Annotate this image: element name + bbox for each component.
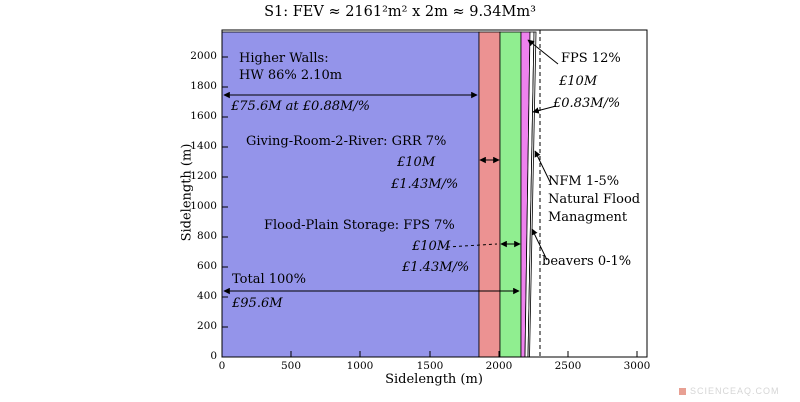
nfm-pointer-arrow <box>534 150 552 185</box>
total-label: Total 100% <box>232 272 306 287</box>
grr-cost-label: £10M <box>397 155 436 170</box>
y-tick-label: 600 <box>196 260 217 272</box>
band-flood-plain-storage <box>499 31 522 358</box>
y-tick-label: 800 <box>196 230 217 242</box>
fps12-rate-label: £0.83M/% <box>553 96 621 111</box>
fps12-pointer-arrow <box>527 39 559 65</box>
total-cost-label: £95.6M <box>232 296 283 311</box>
beavers-label: beavers 0-1% <box>542 254 632 269</box>
y-tick-label: 0 <box>210 350 217 362</box>
y-tick-label: 1200 <box>190 170 217 182</box>
x-axis-ticks <box>221 351 638 357</box>
higher-walls-label-line1: Higher Walls: <box>239 51 329 66</box>
y-tick-label: 1800 <box>190 80 217 92</box>
higher-walls-cost-label: £75.6M at £0.88M/% <box>231 99 371 114</box>
higher-walls-label-line2: HW 86% 2.10m <box>239 68 343 83</box>
x-tick-label: 1000 <box>346 360 374 372</box>
y-tick-label: 1000 <box>190 200 217 212</box>
plot-border <box>221 29 648 358</box>
fps12-cost-label: £10M <box>559 74 598 89</box>
fps12-label: FPS 12% <box>561 51 621 66</box>
fps-rate-label: £1.43M/% <box>402 260 470 275</box>
grr-rate-label: £1.43M/% <box>391 177 459 192</box>
x-tick-label: 500 <box>280 360 302 372</box>
y-tick-label: 1400 <box>190 140 217 152</box>
x-tick-label: 2500 <box>554 360 582 372</box>
x-tick-label: 1500 <box>416 360 444 372</box>
x-tick-label: 2000 <box>485 360 513 372</box>
y-tick-label: 400 <box>196 290 217 302</box>
fps-label: Flood-Plain Storage: FPS 7% <box>264 218 455 233</box>
x-axis-label: Sidelength (m) <box>385 372 483 387</box>
watermark-logo <box>679 388 686 395</box>
watermark-text: SCIENCEAQ.COM <box>690 386 780 396</box>
chart-title: S1: FEV ≈ 2161²m² x 2m ≈ 9.34Mm³ <box>264 4 536 20</box>
nfm-label-line2: Natural Flood <box>548 192 641 207</box>
y-axis-ticks <box>222 56 228 358</box>
y-tick-label: 2000 <box>190 50 217 62</box>
y-tick-label: 1600 <box>190 110 217 122</box>
band-giving-room-2-river <box>478 31 501 358</box>
x-tick-label: 3000 <box>623 360 651 372</box>
x-tick-label: 0 <box>218 360 226 372</box>
y-tick-label: 200 <box>196 320 217 332</box>
beavers-pointer-arrow <box>531 228 548 261</box>
grr-label: Giving-Room-2-River: GRR 7% <box>246 134 447 149</box>
fps12-rate-pointer-arrow <box>532 105 557 114</box>
fps-connector-line <box>446 243 498 248</box>
nfm-label-line1: NFM 1-5% <box>548 174 620 189</box>
fps-cost-label: £10M <box>412 239 451 254</box>
nfm-label-line3: Managment <box>548 210 628 225</box>
band-higher-walls <box>221 31 480 358</box>
